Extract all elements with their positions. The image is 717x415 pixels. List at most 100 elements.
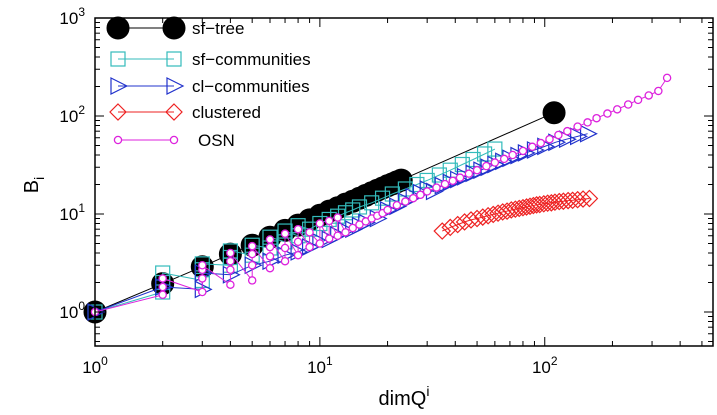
series-3 [433, 189, 599, 240]
data-point-4-43 [401, 197, 410, 206]
data-point-4-4 [198, 287, 207, 297]
y-tick-label-0: 100 [59, 299, 85, 322]
y-tick-label-2: 102 [59, 103, 85, 126]
data-point-4-5 [198, 274, 207, 283]
data-point-4-29 [315, 219, 325, 228]
data-point-2-41 [570, 127, 588, 146]
legend-marker-start-4 [113, 135, 123, 145]
data-point-4-59 [536, 138, 546, 148]
y-axis-label: Bi [21, 177, 47, 193]
data-point-4-62 [563, 126, 572, 136]
y-tick-label-3: 103 [59, 5, 85, 28]
series-layer [83, 73, 672, 324]
data-point-4-35 [348, 223, 357, 233]
data-point-3-19 [527, 196, 546, 214]
legend-marker-start-1 [110, 51, 126, 67]
data-point-4-45 [416, 190, 425, 200]
data-point-4-47 [432, 183, 441, 192]
legend: sf−tree sf−communities cl−communities clust… [106, 16, 311, 150]
legend-label-0: sf−tree [192, 19, 244, 38]
legend-marker-end-1 [166, 51, 182, 67]
data-point-4-11 [226, 248, 235, 258]
data-point-3-14 [510, 199, 529, 218]
data-point-4-58 [528, 142, 537, 152]
data-point-3-7 [479, 206, 497, 225]
data-point-4-8 [226, 280, 235, 289]
data-point-3-26 [554, 192, 573, 211]
legend-entry-0: sf−tree [106, 16, 244, 40]
data-point-4-12 [247, 276, 257, 285]
data-point-4-41 [383, 205, 392, 215]
legend-marker-start-0 [106, 16, 130, 40]
data-point-4-15 [247, 241, 257, 251]
data-point-4-49 [448, 176, 458, 186]
data-point-3-28 [563, 191, 582, 210]
data-point-1-28 [397, 181, 413, 197]
data-point-4-63 [573, 122, 582, 131]
data-point-3-0 [433, 222, 452, 240]
data-point-3-18 [524, 196, 543, 215]
data-point-4-22 [280, 229, 290, 238]
data-point-4-32 [333, 231, 342, 241]
data-point-1-29 [409, 176, 425, 193]
data-point-4-28 [315, 239, 325, 248]
data-point-1-31 [431, 167, 447, 183]
x-axis-label: dimQi [379, 383, 430, 410]
data-point-3-4 [462, 211, 480, 229]
data-point-4-14 [247, 249, 257, 259]
legend-marker-start-3 [109, 103, 127, 121]
data-point-4-16 [265, 263, 275, 273]
data-point-4-2 [158, 282, 167, 292]
data-point-4-10 [226, 256, 235, 266]
legend-entry-1: sf−communities [110, 50, 311, 69]
data-point-2-42 [579, 124, 598, 143]
data-point-3-11 [498, 202, 516, 220]
data-point-4-70 [644, 91, 653, 100]
y-tick-label-1: 101 [59, 201, 85, 224]
legend-marker-end-0 [162, 16, 186, 40]
legend-marker-end-4 [169, 135, 179, 145]
data-point-4-56 [508, 150, 517, 160]
data-point-0-23 [542, 101, 566, 125]
data-point-4-26 [305, 242, 314, 252]
plot-frame [94, 17, 714, 347]
data-point-1-24 [351, 199, 368, 215]
data-point-4-27 [305, 228, 314, 237]
data-point-3-12 [502, 201, 521, 219]
data-point-4-67 [612, 105, 622, 114]
legend-label-1: sf−communities [192, 50, 311, 69]
data-point-4-65 [592, 113, 601, 123]
data-point-3-1 [441, 218, 460, 237]
series-4 [90, 73, 672, 317]
data-point-4-7 [198, 261, 207, 270]
data-point-4-25 [293, 224, 303, 234]
data-point-4-24 [293, 237, 303, 247]
data-point-4-71 [654, 86, 663, 96]
legend-label-3: clustered [192, 103, 261, 122]
data-point-4-34 [341, 228, 350, 237]
data-point-1-25 [364, 195, 380, 211]
data-point-4-66 [603, 109, 612, 118]
legend-label-4: OSN [198, 131, 235, 150]
data-point-3-6 [473, 208, 492, 226]
data-point-4-9 [226, 265, 235, 274]
data-point-4-18 [265, 242, 275, 252]
data-point-4-54 [490, 158, 500, 167]
data-point-4-44 [408, 193, 418, 203]
data-point-4-60 [545, 134, 554, 144]
data-point-4-51 [464, 169, 474, 178]
data-point-4-30 [324, 234, 334, 243]
data-point-4-31 [324, 216, 334, 226]
axis-layer: 100 101 102 100 101 102 103 [59, 5, 713, 377]
legend-entry-4: OSN [113, 131, 235, 150]
data-point-4-48 [440, 179, 450, 189]
data-point-4-46 [422, 187, 432, 196]
data-point-3-2 [448, 215, 467, 234]
data-point-4-23 [293, 250, 303, 260]
x-tick-label-2: 102 [532, 354, 558, 377]
x-tick-label-0: 100 [82, 354, 108, 377]
data-point-3-27 [559, 191, 577, 210]
legend-marker-end-2 [166, 77, 185, 95]
data-point-4-20 [280, 256, 290, 266]
